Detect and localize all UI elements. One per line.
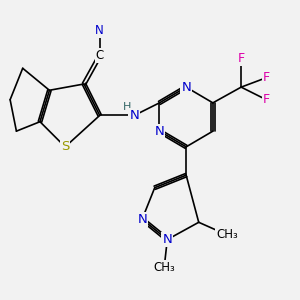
Text: CH₃: CH₃ (216, 228, 238, 242)
Text: N: N (162, 233, 172, 246)
Text: S: S (61, 140, 69, 153)
Text: N: N (95, 24, 104, 37)
Text: F: F (263, 93, 270, 106)
Text: H: H (123, 102, 132, 112)
Text: N: N (154, 124, 164, 138)
Text: F: F (263, 71, 270, 84)
Text: N: N (137, 213, 147, 226)
Text: CH₃: CH₃ (153, 261, 175, 274)
Text: N: N (129, 109, 139, 122)
Text: F: F (238, 52, 245, 65)
Text: C: C (96, 49, 104, 62)
Text: N: N (181, 81, 191, 94)
